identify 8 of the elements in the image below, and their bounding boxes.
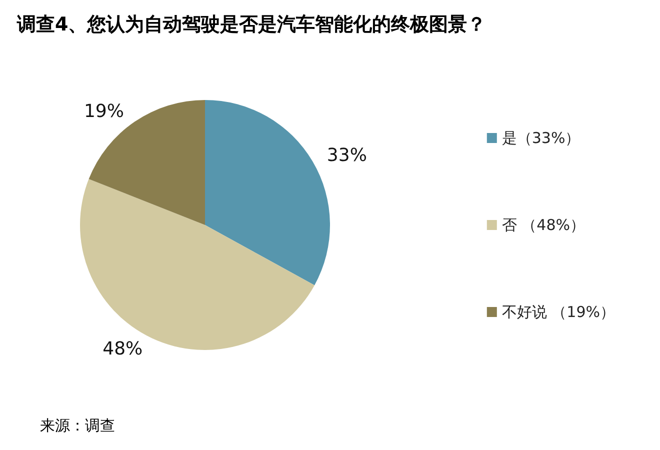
data-label: 48% — [102, 338, 143, 360]
legend-label: 否 （48%） — [502, 216, 585, 234]
chart-title: 调查4、您认为自动驾驶是否是汽车智能化的终极图景？ — [16, 14, 486, 36]
legend-label: 是（33%） — [502, 129, 580, 147]
data-label: 19% — [84, 101, 124, 122]
legend-label: 不好说 （19%） — [502, 303, 615, 321]
source-note: 来源：调查 — [40, 416, 115, 434]
data-label: 33% — [326, 144, 367, 166]
